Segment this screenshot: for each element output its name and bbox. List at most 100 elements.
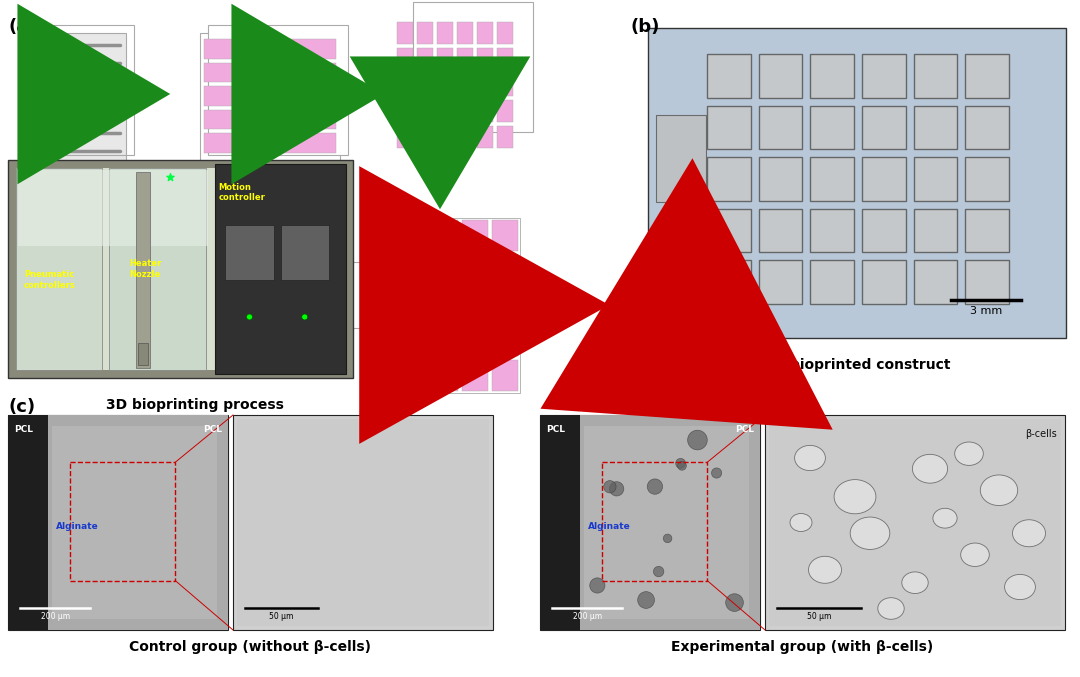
Bar — [204, 86, 336, 106]
Bar — [402, 360, 428, 391]
Bar — [18, 170, 207, 246]
Bar — [402, 290, 428, 321]
Text: PCL: PCL — [14, 425, 33, 434]
Bar — [432, 290, 458, 321]
Circle shape — [663, 534, 672, 543]
Bar — [8, 160, 353, 378]
Bar — [417, 100, 433, 122]
Bar — [491, 360, 518, 391]
Bar — [437, 22, 453, 44]
Text: PCL: PCL — [203, 425, 222, 434]
Circle shape — [653, 567, 664, 577]
Bar — [758, 261, 802, 304]
Bar — [281, 225, 328, 280]
Text: 50 μm: 50 μm — [807, 612, 832, 621]
Bar — [8, 415, 48, 630]
Bar — [8, 415, 228, 630]
Bar — [437, 48, 453, 70]
Bar — [491, 325, 518, 356]
Bar — [497, 74, 513, 96]
Bar — [372, 255, 399, 286]
Bar — [370, 218, 519, 393]
Bar — [417, 22, 433, 44]
Bar — [397, 126, 413, 148]
Circle shape — [726, 594, 743, 611]
Text: PCL: PCL — [546, 425, 565, 434]
Bar — [584, 426, 750, 619]
Bar — [966, 157, 1009, 201]
Bar — [204, 133, 336, 153]
Text: (a): (a) — [8, 18, 37, 36]
Bar — [477, 22, 492, 44]
Bar — [862, 157, 906, 201]
Bar — [462, 360, 488, 391]
Circle shape — [688, 430, 707, 450]
Bar — [16, 168, 216, 370]
Ellipse shape — [789, 513, 812, 531]
Text: Control group (without β-cells): Control group (without β-cells) — [129, 640, 372, 654]
Text: (b): (b) — [630, 18, 660, 36]
Text: 200 μm: 200 μm — [41, 612, 70, 621]
Text: Experimental group (with β-cells): Experimental group (with β-cells) — [671, 640, 933, 654]
Bar — [966, 54, 1009, 97]
Bar — [52, 426, 217, 619]
Bar — [707, 106, 751, 149]
Bar — [810, 106, 854, 149]
Bar — [342, 262, 374, 328]
Bar — [966, 106, 1009, 149]
Bar — [540, 415, 760, 630]
Bar — [580, 415, 760, 630]
Bar — [200, 33, 340, 163]
Text: 3 mm: 3 mm — [970, 306, 1002, 316]
Bar — [457, 48, 473, 70]
Bar — [372, 325, 399, 356]
Bar — [758, 209, 802, 253]
Circle shape — [604, 481, 616, 493]
Bar — [457, 100, 473, 122]
Bar — [497, 100, 513, 122]
Ellipse shape — [809, 556, 841, 584]
Bar — [462, 255, 488, 286]
Bar — [432, 255, 458, 286]
Bar — [402, 255, 428, 286]
Bar — [372, 360, 399, 391]
Bar — [769, 419, 1061, 626]
Text: 3D bioprinted construct: 3D bioprinted construct — [764, 358, 950, 372]
Bar — [477, 126, 492, 148]
Ellipse shape — [850, 517, 890, 550]
Bar — [656, 115, 706, 202]
Bar — [758, 106, 802, 149]
Bar — [810, 54, 854, 97]
Text: Alginate: Alginate — [56, 522, 99, 531]
Text: PCL: PCL — [735, 425, 754, 434]
Bar — [402, 220, 428, 251]
Bar — [862, 106, 906, 149]
Bar — [204, 62, 336, 82]
Bar — [208, 25, 348, 155]
Bar — [477, 100, 492, 122]
Bar — [397, 48, 413, 70]
Bar — [491, 220, 518, 251]
Text: (c): (c) — [8, 398, 36, 416]
Bar — [226, 225, 273, 280]
Circle shape — [590, 578, 605, 593]
Bar — [402, 325, 428, 356]
Circle shape — [677, 462, 687, 471]
Ellipse shape — [834, 479, 876, 514]
Bar — [417, 74, 433, 96]
Bar — [237, 419, 489, 626]
Bar — [914, 54, 957, 97]
Bar — [16, 168, 103, 370]
Bar — [432, 220, 458, 251]
Bar — [372, 220, 399, 251]
Text: Motion
controller: Motion controller — [218, 183, 266, 202]
Bar — [862, 209, 906, 253]
Bar — [758, 54, 802, 97]
Bar — [18, 33, 126, 163]
Bar — [862, 261, 906, 304]
Circle shape — [712, 468, 721, 478]
Bar — [457, 22, 473, 44]
Ellipse shape — [955, 442, 983, 465]
Bar — [810, 209, 854, 253]
Bar — [215, 164, 346, 374]
